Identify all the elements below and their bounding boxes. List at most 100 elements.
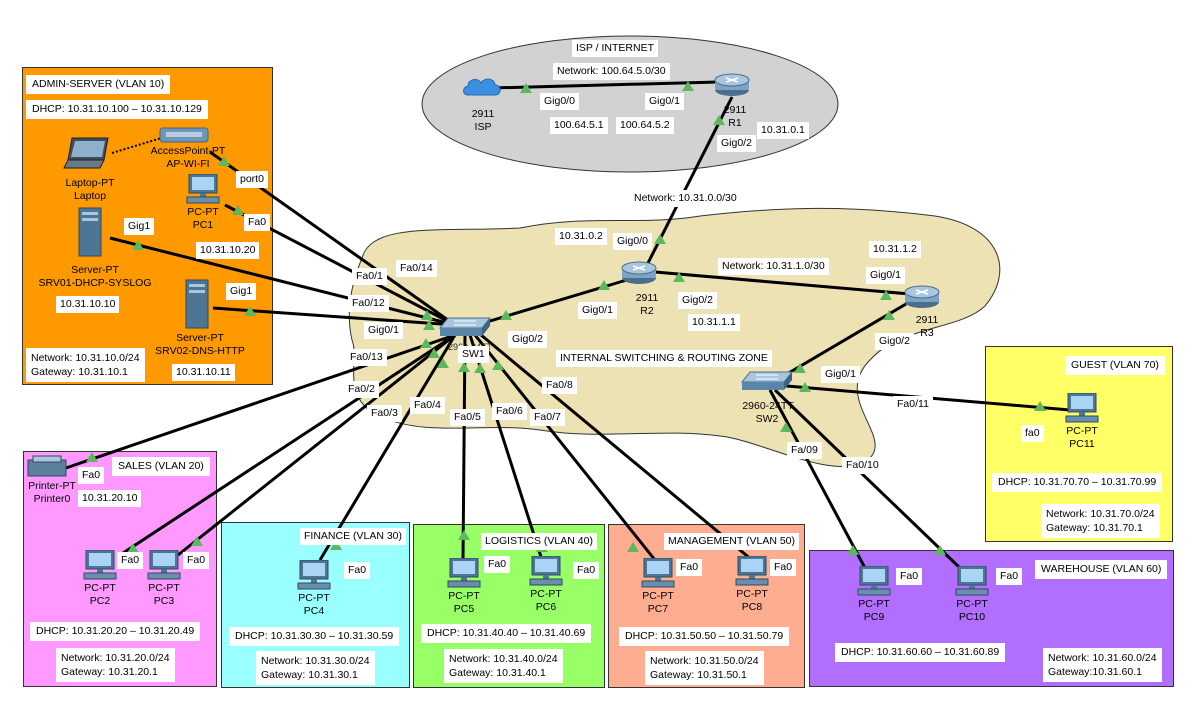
management-dhcp-label: DHCP: 10.31.50.50 – 10.31.50.79 [619, 627, 790, 646]
pc-icon [83, 550, 117, 580]
pc7-model-label: PC-PT [642, 590, 674, 602]
finance-network-info: Network: 10.31.30.0/24 Gateway: 10.31.30… [256, 651, 375, 685]
port-marker [232, 205, 244, 215]
printer-icon [27, 455, 67, 477]
port-marker [437, 358, 449, 368]
pc9-name-label: PC9 [863, 611, 885, 623]
pc7-port-label: Fa0 [676, 559, 703, 576]
pc3-model-label: PC-PT [148, 582, 180, 594]
srv02-ip-label: 10.31.10.11 [172, 364, 235, 381]
link-sw1-pc7 [473, 334, 657, 561]
port-marker [191, 536, 203, 546]
logistics-network-info: Network: 10.31.40.0/24 Gateway: 10.31.40… [444, 649, 563, 683]
link-sw1-printer [59, 333, 456, 472]
pc7-device[interactable]: PC-PT PC7 [640, 558, 676, 615]
pc-icon [1065, 393, 1099, 423]
server-icon [78, 207, 102, 257]
r3-model-label: 2911 [915, 314, 939, 326]
srv02-port-label: Gig1 [226, 283, 257, 300]
pc-icon [857, 566, 891, 596]
admin-dhcp-label: DHCP: 10.31.10.100 – 10.31.10.129 [26, 100, 208, 119]
port-marker [500, 310, 512, 320]
port-marker [713, 115, 725, 125]
logistics-network-label: Network: 10.31.40.0/24 [449, 653, 558, 665]
srv01-model-label: Server-PT [71, 264, 119, 276]
port-marker [1034, 401, 1046, 411]
pc1-port-label: Fa0 [244, 214, 271, 231]
r1-r2-network-label: Network: 10.31.0.0/30 [630, 190, 741, 207]
pc6-port-label: Fa0 [573, 562, 600, 579]
printer-ip-label: 10.31.20.10 [78, 490, 142, 507]
r2-model-label: 2911 [635, 292, 659, 304]
link-sw2-pc9 [768, 389, 867, 569]
port-marker [421, 310, 433, 320]
laptop-name-label: Laptop [73, 190, 107, 202]
port-marker [244, 306, 256, 316]
isp-zone-title: ISP / INTERNET [572, 40, 658, 57]
ap-model-label: AccessPoint-PT [150, 145, 226, 157]
pc1-device[interactable]: PC-PT PC1 [185, 174, 221, 231]
logistics-zone-title: LOGISTICS (VLAN 40) [481, 533, 597, 550]
sw2-port-pc9-label: Fa/09 [787, 442, 822, 459]
port-marker [520, 83, 532, 93]
sw1-port-fa0-4-label: Fa0/4 [410, 397, 445, 414]
sw2-port-pc10-label: Fa0/10 [842, 457, 883, 474]
pc-icon [147, 550, 181, 580]
link-sw1-pc5 [461, 334, 467, 561]
internal-zone [348, 207, 1001, 468]
printer-name-label: Printer0 [33, 493, 71, 505]
r2-port-r3-label: Gig0/2 [678, 292, 717, 309]
sw1-port-fa0-14-label: Fa0/14 [396, 260, 437, 277]
sales-dhcp-label: DHCP: 10.31.20.20 – 10.31.20.49 [30, 622, 201, 641]
port-marker [420, 338, 432, 348]
pc11-name-label: PC11 [1069, 438, 1095, 450]
pc2-port-label: Fa0 [117, 552, 144, 569]
r2-r3-network-label: Network: 10.31.1.0/30 [718, 258, 829, 275]
warehouse-network-label: Network: 10.31.60.0/24 [1048, 652, 1157, 664]
warehouse-network-info: Network: 10.31.60.0/24 Gateway:10.31.60.… [1043, 648, 1162, 682]
port-marker [934, 545, 946, 555]
pc3-device[interactable]: PC-PT PC3 [146, 550, 182, 607]
isp-port-label: Gig0/0 [540, 93, 579, 110]
r3-port-sw2-label: Gig0/2 [875, 333, 914, 350]
link-isp-r1 [491, 80, 719, 90]
pc9-port-label: Fa0 [896, 568, 923, 585]
port-marker [654, 234, 666, 244]
sw1-port-fa0-3-label: Fa0/3 [367, 405, 402, 422]
pc9-device[interactable]: PC-PT PC9 [856, 566, 892, 623]
pc6-device[interactable]: PC-PT PC6 [528, 556, 564, 613]
pc5-model-label: PC-PT [448, 590, 480, 602]
pc-icon [955, 566, 989, 596]
sales-network-label: Network: 10.31.20.0/24 [61, 652, 170, 664]
port-marker [598, 280, 610, 290]
sw2-port-r3-label: Gig0/1 [821, 366, 860, 383]
pc5-device[interactable]: PC-PT PC5 [446, 558, 482, 615]
sw1-port-fa0-13-label: Fa0/13 [346, 349, 387, 366]
r1-ip-isp-label: 100.64.5.2 [616, 117, 674, 134]
pc7-name-label: PC7 [647, 603, 669, 615]
pc2-device[interactable]: PC-PT PC2 [82, 550, 118, 607]
sw1-port-fa0-7-label: Fa0/7 [530, 409, 565, 426]
pc-icon [529, 556, 563, 586]
pc10-device[interactable]: PC-PT PC10 [954, 566, 990, 623]
port-marker [458, 530, 470, 540]
port-marker [673, 272, 685, 282]
ap-port-label: port0 [236, 171, 268, 188]
warehouse-dhcp-label: DHCP: 10.31.60.60 – 10.31.60.89 [835, 643, 1006, 662]
r1-port-r2-label: Gig0/2 [717, 135, 756, 152]
port-marker [880, 290, 892, 300]
port-marker [423, 320, 435, 330]
router-icon [621, 261, 657, 284]
pc5-name-label: PC5 [453, 603, 475, 615]
pc11-model-label: PC-PT [1066, 425, 1098, 437]
pc1-name-label: PC1 [192, 219, 214, 231]
pc1-ip-label: 10.31.10.20 [196, 242, 260, 259]
sw2-model-label: 2960-24TT [742, 400, 794, 412]
pc8-device[interactable]: PC-PT PC8 [734, 556, 770, 613]
sw1-port-r2-label: Gig0/2 [508, 331, 547, 348]
isp-ip-label: 100.64.5.1 [550, 117, 608, 134]
pc11-device[interactable]: PC-PT PC11 [1064, 393, 1100, 450]
pc4-device[interactable]: PC-PT PC4 [296, 560, 332, 617]
